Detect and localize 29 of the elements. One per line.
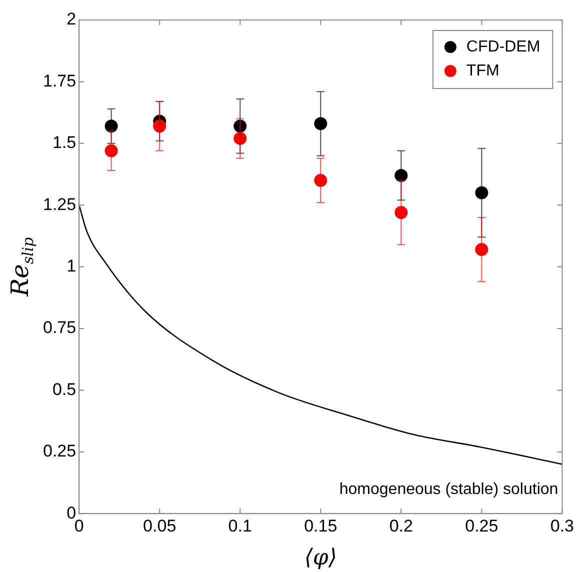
y-tick-label: 1.5: [52, 133, 76, 152]
legend-label: TFM: [466, 62, 500, 80]
y-tick-label: 0: [66, 503, 76, 522]
annotation: homogeneous (stable) solution: [339, 481, 558, 498]
x-tick-label: 0.15: [304, 516, 338, 536]
point: [314, 174, 328, 187]
y-tick-label: 1.75: [42, 71, 76, 90]
point: [234, 132, 247, 145]
y-tick-label: 0.75: [42, 318, 76, 338]
x-tick-label: 0.05: [143, 516, 176, 536]
x-axis-title: ⟨φ⟩: [304, 546, 337, 571]
point: [475, 243, 488, 256]
x-tick-label: 0.2: [389, 516, 413, 536]
x-tick-label: 0.3: [550, 516, 574, 536]
x-tick-label: 0.1: [228, 516, 252, 536]
point: [314, 117, 328, 130]
line-series: [79, 204, 562, 465]
point: [394, 206, 408, 220]
y-tick-label: 0.25: [42, 442, 76, 461]
legend-label: CFD-DEM: [466, 38, 540, 56]
y-axis-title: Reslip: [6, 236, 37, 298]
y-tick-label: 0.5: [52, 380, 76, 399]
x-tick-label: 0.25: [465, 516, 498, 536]
y-tick-label: 2: [66, 10, 76, 29]
y-tick-label: 1.25: [42, 194, 76, 214]
point: [153, 120, 166, 133]
y-tick-label: 1: [66, 256, 76, 276]
point: [475, 186, 488, 200]
point: [104, 144, 118, 158]
